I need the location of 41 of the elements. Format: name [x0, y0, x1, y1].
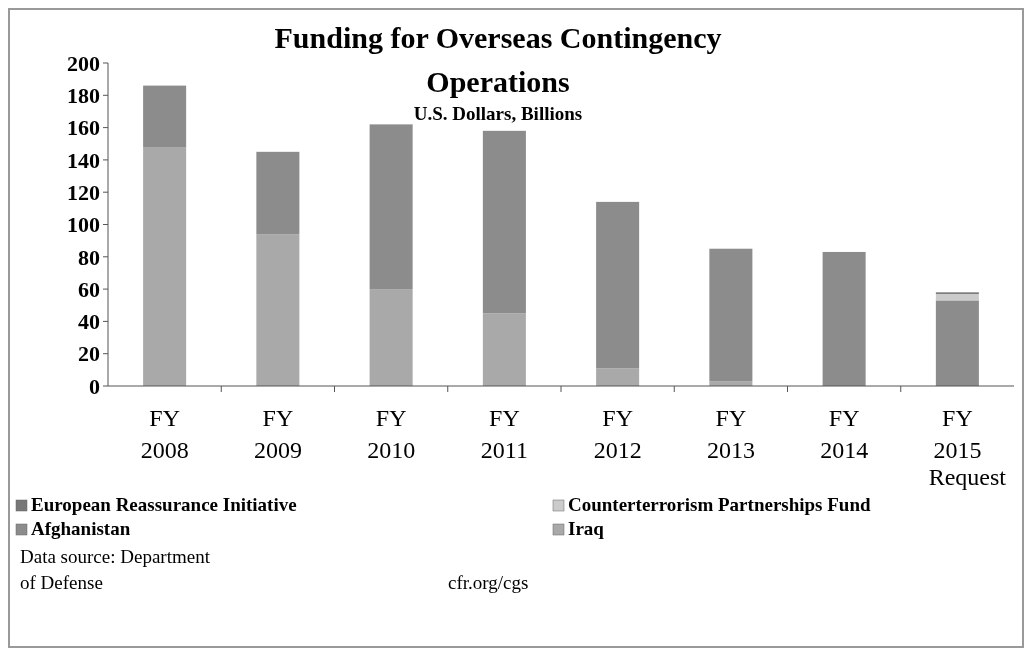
legend-label: Afghanistan: [31, 518, 131, 539]
bar: [143, 146, 187, 386]
y-tick-label: 100: [67, 212, 100, 238]
x-tick-label: FY 2008: [140, 405, 189, 463]
legend-label: European Reassurance Initiative: [31, 494, 297, 515]
bar: [596, 201, 640, 369]
x-tick-label: FY 2013: [706, 405, 755, 463]
y-tick-label: 60: [78, 276, 100, 302]
y-tick-label: 0: [89, 373, 100, 399]
bar: [709, 248, 753, 382]
y-tick-label: 20: [78, 341, 100, 367]
x-tick-label: FY 2015 Request: [928, 405, 1007, 490]
bar: [596, 368, 640, 386]
x-tick-label: FY 2011: [480, 405, 528, 463]
text: U.S. Dollars, Billions: [413, 103, 583, 124]
source-note: Data source: Department of Defense: [20, 546, 211, 593]
x-tick-label: FY 2010: [367, 405, 416, 463]
y-tick-label: 200: [67, 50, 100, 76]
bar: [369, 124, 413, 290]
bar: [256, 151, 300, 235]
x-tick-label: FY 2012: [593, 405, 642, 463]
x-tick-label: FY 2009: [253, 405, 302, 463]
y-tick-label: 140: [67, 147, 100, 173]
bar: [482, 130, 526, 314]
bar: [143, 85, 187, 147]
bar: [482, 313, 526, 386]
bar: [935, 293, 979, 301]
y-tick-label: 160: [67, 115, 100, 141]
legend-label: Counterterrorism Partnerships Fund: [568, 494, 871, 515]
bar: [822, 251, 866, 386]
y-tick-label: 180: [67, 83, 100, 108]
y-tick-label: 40: [78, 309, 100, 335]
legend-label: Iraq: [568, 518, 605, 539]
x-tick-label: FY 2014: [820, 405, 869, 463]
bar: [369, 289, 413, 386]
y-tick-label: 120: [67, 179, 100, 205]
y-tick-label: 80: [78, 244, 100, 270]
text: cfr.org/cgs: [448, 572, 529, 593]
chart-title: Funding for Overseas Contingency Operations: [274, 21, 722, 98]
bar: [256, 234, 300, 386]
bar: [935, 300, 979, 386]
